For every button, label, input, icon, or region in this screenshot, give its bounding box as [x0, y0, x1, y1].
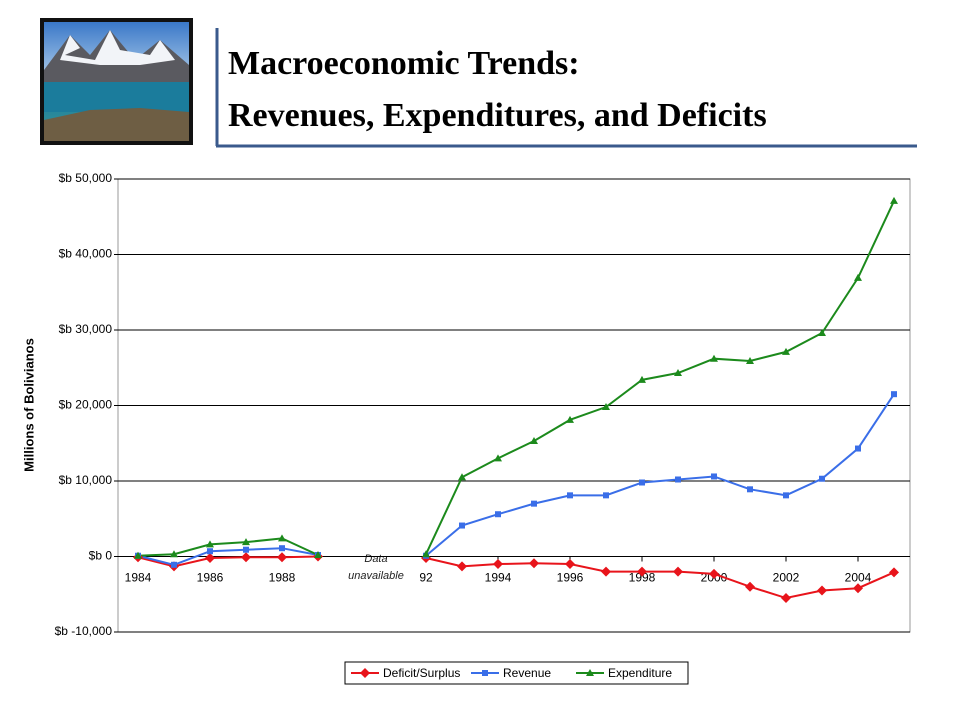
data: [133, 196, 899, 604]
data-point: [493, 559, 503, 570]
data-point: [171, 561, 177, 568]
data-point: [745, 581, 755, 592]
y-tick-label: $b 0: [89, 549, 113, 563]
data-point: [639, 479, 645, 486]
data-point: [205, 553, 215, 564]
data-point: [711, 473, 717, 480]
data-point: [241, 552, 251, 563]
data-point: [855, 445, 861, 452]
x-tick-label: 92: [419, 571, 433, 585]
x-tick-label: 2002: [773, 571, 800, 585]
data-point: [601, 566, 611, 577]
data-point: [314, 550, 322, 558]
legend-marker: [482, 670, 488, 676]
series-line: [137, 200, 895, 557]
data-point: [206, 540, 214, 548]
y-tick-label: $b 30,000: [59, 322, 113, 336]
data-point: [277, 552, 287, 563]
y-tick-label: $b 20,000: [59, 398, 113, 412]
data-point: [530, 436, 538, 444]
series-line: [137, 555, 895, 600]
data-point: [279, 545, 285, 552]
data-point: [422, 550, 430, 558]
data-point: [673, 566, 683, 577]
x-tick-label: 1996: [557, 571, 584, 585]
data-point: [529, 558, 539, 569]
data-point: [638, 375, 646, 383]
data-point: [566, 415, 574, 423]
data-point: [603, 492, 609, 499]
y-tick-label: $b 40,000: [59, 247, 113, 261]
data-point: [783, 492, 789, 499]
data-point: [459, 522, 465, 529]
x-tick-label: 1984: [125, 571, 152, 585]
data-point: [781, 593, 791, 604]
y-axis-label: Millions of Bolivianos: [21, 338, 36, 472]
annotation: Data: [364, 553, 387, 565]
data-point: [531, 500, 537, 507]
data-point: [602, 403, 610, 411]
title: Revenues, Expenditures, and Deficits: [228, 97, 767, 134]
data-point: [278, 534, 286, 542]
annotation: unavailable: [348, 570, 404, 582]
data-point: [891, 391, 897, 398]
legend-label: Revenue: [503, 666, 551, 680]
data-point: [890, 196, 898, 204]
y-tick-label: $b 50,000: [59, 171, 113, 185]
x-tick-label: 2004: [845, 571, 872, 585]
data-point: [819, 475, 825, 482]
data-point: [494, 454, 502, 462]
data-point: [853, 583, 863, 594]
legend-box: [344, 661, 689, 685]
data-point: [170, 550, 178, 558]
title: Macroeconomic Trends:: [228, 45, 580, 82]
data-point: [457, 561, 467, 572]
x-tick-label: 1998: [629, 571, 656, 585]
y-tick-label: $b -10,000: [55, 624, 113, 638]
data-point: [710, 354, 718, 362]
data-point: [495, 511, 501, 518]
legend-label: Expenditure: [608, 666, 672, 680]
data-point: [565, 559, 575, 570]
data-point: [817, 585, 827, 596]
data-point: [889, 567, 899, 578]
photo: [40, 18, 193, 145]
data-point: [746, 356, 754, 364]
x-tick-label: 1986: [197, 571, 224, 585]
x-tick-label: 1988: [269, 571, 296, 585]
data-point: [747, 486, 753, 493]
data-point: [242, 538, 250, 546]
data-point: [637, 566, 647, 577]
legend: Deficit/Surplus Revenue Expenditure: [344, 661, 689, 685]
legend-label: Deficit/Surplus: [383, 666, 460, 680]
data-point: [818, 329, 826, 337]
data-point: [567, 492, 573, 499]
legend-marker: [586, 669, 594, 676]
y-tick-label: $b 10,000: [59, 473, 113, 487]
data-point: [674, 369, 682, 377]
data-point: [854, 273, 862, 281]
series-line: [137, 393, 895, 566]
data-point: [675, 476, 681, 483]
x-tick-label: 1994: [485, 571, 512, 585]
data-point: [782, 347, 790, 355]
data-point: [709, 568, 719, 579]
data-point: [243, 546, 249, 553]
legend-marker: [360, 668, 370, 678]
data-point: [458, 473, 466, 481]
data-point: [207, 548, 213, 555]
data-point: [134, 551, 142, 559]
